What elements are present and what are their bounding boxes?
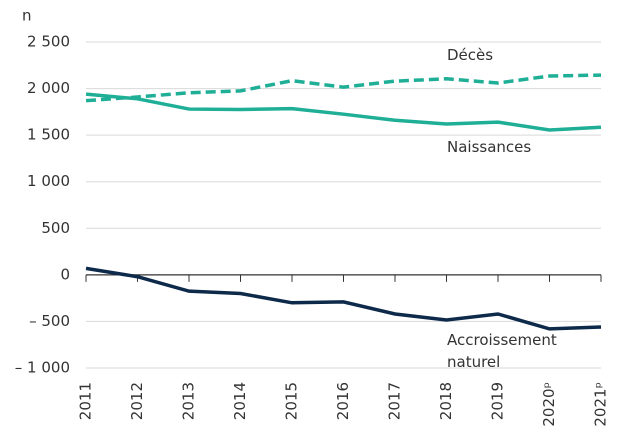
series-label: Accroissement naturel	[447, 331, 557, 371]
x-tick-label: 2016	[334, 382, 352, 420]
y-tick-label: – 500	[29, 312, 70, 330]
x-tick-label: 2013	[180, 382, 198, 420]
x-tick-label: 2018	[437, 382, 455, 420]
x-tick-label: 2015	[283, 382, 301, 420]
x-tick-label: 2017	[386, 382, 404, 420]
y-axis-label: n	[22, 7, 32, 25]
y-tick-label: 0	[60, 265, 70, 283]
series-label: Décès	[447, 46, 494, 64]
y-tick-label: – 1 000	[15, 359, 70, 377]
x-tick-label: 2012	[128, 382, 146, 420]
y-tick-label: 1 500	[27, 126, 70, 144]
y-tick-label: 1 000	[27, 172, 70, 190]
x-tick-label: 2014	[231, 382, 249, 420]
x-tick-label: 2020ᵖ	[540, 382, 558, 427]
y-tick-label: 2 500	[27, 33, 70, 51]
series-line	[85, 73, 602, 103]
y-tick-label: 500	[41, 219, 70, 237]
series-line	[85, 266, 602, 331]
x-tick-label: 2019	[489, 382, 507, 420]
x-tick-label: 2021ᵖ	[592, 382, 610, 427]
series-label: Naissances	[447, 138, 532, 156]
series-line	[85, 92, 602, 132]
x-tick-label: 2011	[77, 382, 95, 420]
y-tick-label: 2 000	[27, 79, 70, 97]
